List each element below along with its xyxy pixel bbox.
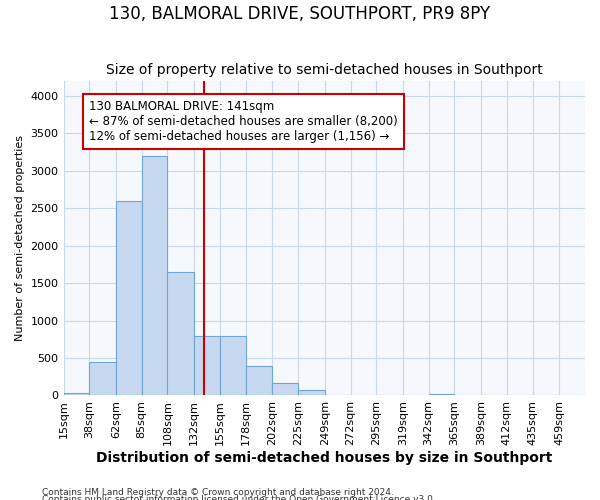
Bar bbox=[298, 390, 325, 396]
Bar bbox=[64, 393, 89, 396]
Bar bbox=[167, 272, 194, 396]
Title: Size of property relative to semi-detached houses in Southport: Size of property relative to semi-detach… bbox=[106, 63, 542, 77]
Bar bbox=[116, 201, 142, 396]
Y-axis label: Number of semi-detached properties: Number of semi-detached properties bbox=[15, 135, 25, 341]
X-axis label: Distribution of semi-detached houses by size in Southport: Distribution of semi-detached houses by … bbox=[96, 451, 553, 465]
Bar bbox=[220, 336, 245, 396]
Text: 130, BALMORAL DRIVE, SOUTHPORT, PR9 8PY: 130, BALMORAL DRIVE, SOUTHPORT, PR9 8PY bbox=[109, 5, 491, 23]
Text: Contains public sector information licensed under the Open Government Licence v3: Contains public sector information licen… bbox=[42, 496, 436, 500]
Bar bbox=[194, 336, 220, 396]
Text: 130 BALMORAL DRIVE: 141sqm
← 87% of semi-detached houses are smaller (8,200)
12%: 130 BALMORAL DRIVE: 141sqm ← 87% of semi… bbox=[89, 100, 398, 142]
Bar bbox=[272, 384, 298, 396]
Text: Contains HM Land Registry data © Crown copyright and database right 2024.: Contains HM Land Registry data © Crown c… bbox=[42, 488, 394, 497]
Bar bbox=[89, 362, 116, 396]
Bar bbox=[245, 366, 272, 396]
Bar bbox=[428, 394, 454, 396]
Bar bbox=[142, 156, 167, 396]
